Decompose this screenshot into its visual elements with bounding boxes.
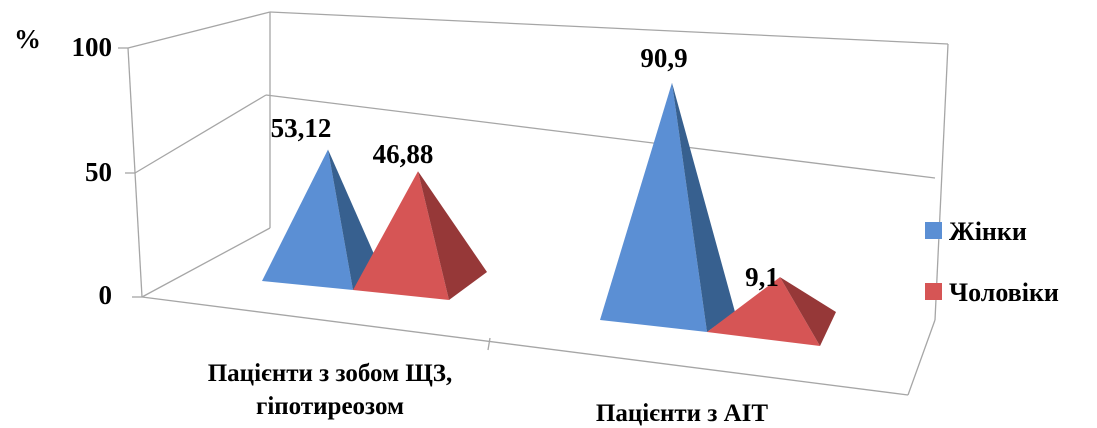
gridline-50-back bbox=[265, 94, 936, 179]
y-axis-unit: % bbox=[14, 24, 41, 54]
legend-swatch-cholovik bbox=[925, 283, 942, 300]
value-label-cholovik-cat1: 46,88 bbox=[373, 139, 434, 169]
pyramid-front-zhinky-cat2 bbox=[600, 82, 707, 333]
pyramid-side-zhinky-cat2 bbox=[672, 82, 735, 333]
pyramid-front-cholovik-cat2 bbox=[707, 277, 820, 346]
legend: Жінки Чоловіки bbox=[925, 217, 1059, 307]
category-label-1-line1: Пацієнти з зобом ЩЗ, bbox=[208, 360, 453, 387]
pyramid-front-cholovik-cat1 bbox=[353, 171, 449, 300]
pyramid-side-zhinky-cat1 bbox=[328, 149, 381, 290]
gridline-50 bbox=[134, 94, 267, 174]
pyramid-side-cholovik-cat2 bbox=[780, 277, 836, 346]
y-tick-label-50: 50 bbox=[85, 157, 112, 187]
legend-label-cholovik: Чоловіки bbox=[949, 278, 1059, 307]
legend-swatch-zhinky bbox=[925, 222, 942, 239]
pyramid-front-zhinky-cat1 bbox=[262, 149, 353, 290]
legend-label-zhinky: Жінки bbox=[949, 217, 1027, 246]
y-tick-label-0: 0 bbox=[99, 280, 113, 310]
gridline-100 bbox=[127, 11, 271, 49]
category-label-1-line2: гіпотиреозом bbox=[256, 393, 404, 420]
category-label-2: Пацієнти з АІТ bbox=[596, 400, 769, 427]
value-label-zhinky-cat1: 53,12 bbox=[271, 113, 332, 143]
value-label-zhinky-cat2: 90,9 bbox=[640, 43, 687, 73]
value-label-cholovik-cat2: 9,1 bbox=[745, 262, 779, 292]
back-right-edge bbox=[934, 43, 949, 321]
grid bbox=[118, 11, 949, 396]
y-tick-label-100: 100 bbox=[72, 32, 113, 62]
pyramid-marks bbox=[262, 82, 836, 346]
floor-right bbox=[907, 319, 936, 396]
gridline-0 bbox=[141, 227, 271, 298]
tick-cat-sep bbox=[487, 337, 491, 351]
gridline-100-back bbox=[269, 11, 949, 45]
pyramid-side-cholovik-cat1 bbox=[418, 171, 487, 300]
floor-front bbox=[141, 296, 909, 396]
